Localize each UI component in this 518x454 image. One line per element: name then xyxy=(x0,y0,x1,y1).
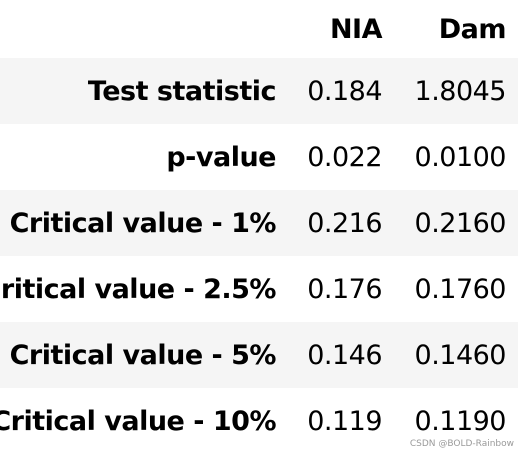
table-row: p-value 0.022 0.0100 xyxy=(0,124,518,190)
row-label: Critical value - 10% xyxy=(0,405,277,437)
table-row: Test statistic 0.184 1.8045 xyxy=(0,58,518,124)
table-row: Critical value - 5% 0.146 0.1460 xyxy=(0,322,518,388)
table-row: Critical value - 2.5% 0.176 0.1760 xyxy=(0,256,518,322)
dam-value: 0.0100 xyxy=(414,141,507,173)
header-label-cell xyxy=(0,0,276,58)
table-row: Critical value - 10% 0.119 0.1190 xyxy=(0,388,518,454)
row-label: Critical value - 2.5% xyxy=(0,273,277,305)
row-label: p-value xyxy=(166,141,276,173)
row-label: Test statistic xyxy=(87,75,277,107)
dam-value: 0.2160 xyxy=(414,207,507,239)
nia-value: 0.176 xyxy=(307,273,382,305)
nia-value: 0.119 xyxy=(307,405,382,437)
nia-value: 0.216 xyxy=(307,207,382,239)
column-header-dam: Dam xyxy=(438,13,507,45)
watermark-text: CSDN @BOLD-Rainbow xyxy=(409,439,514,449)
column-header-nia: NIA xyxy=(329,13,383,45)
dam-value: 0.1190 xyxy=(414,405,507,437)
nia-value: 0.146 xyxy=(307,339,382,371)
row-label: Critical value - 5% xyxy=(9,339,277,371)
table-header-row: NIA Dam xyxy=(0,0,518,58)
dam-value: 0.1760 xyxy=(414,273,507,305)
nia-value: 0.022 xyxy=(307,141,382,173)
row-label: Critical value - 1% xyxy=(9,207,277,239)
table-row: Critical value - 1% 0.216 0.2160 xyxy=(0,190,518,256)
nia-value: 0.184 xyxy=(307,75,382,107)
dam-value: 0.1460 xyxy=(414,339,507,371)
dam-value: 1.8045 xyxy=(414,75,507,107)
